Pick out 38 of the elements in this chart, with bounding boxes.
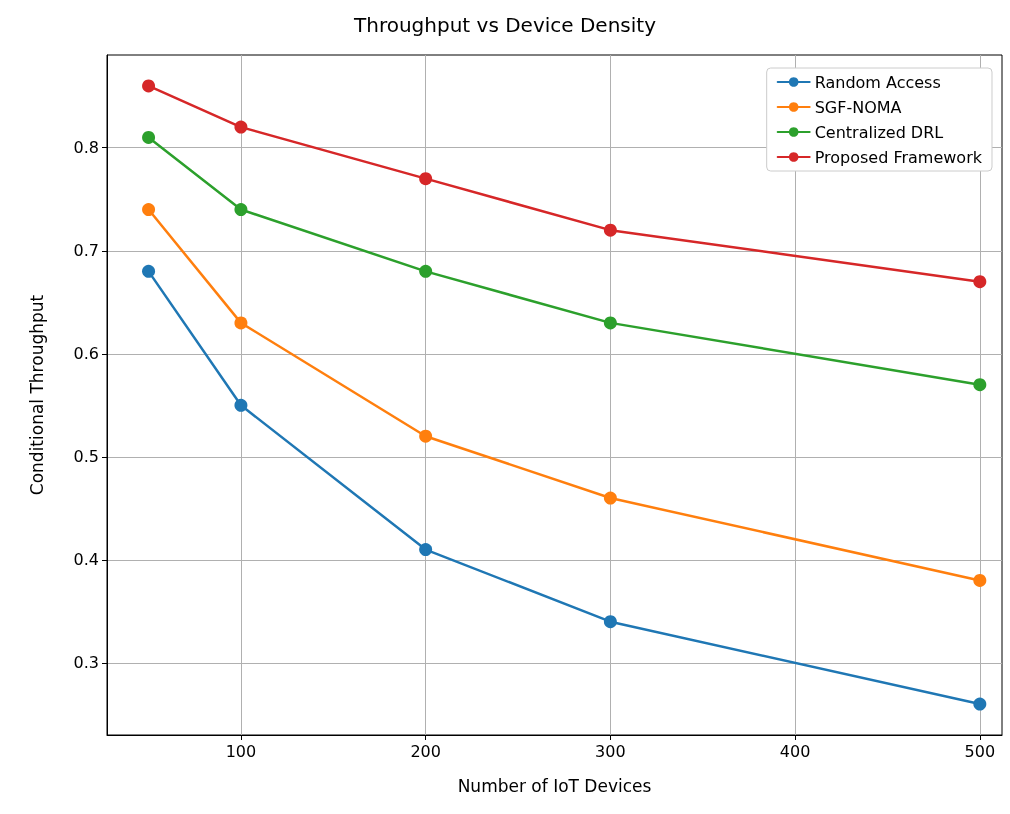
point	[603, 615, 617, 629]
point	[419, 543, 433, 557]
x-tick-label: 100	[225, 741, 257, 761]
point	[973, 573, 987, 587]
point	[419, 429, 433, 443]
y-tick-label: 0.4	[73, 550, 99, 570]
legend-label: Random Access	[814, 72, 941, 92]
point	[142, 203, 156, 217]
point	[234, 203, 248, 217]
chart-title: Throughput vs Device Density	[353, 13, 657, 37]
point	[973, 275, 987, 289]
point	[603, 491, 617, 505]
point	[973, 378, 987, 392]
point	[973, 697, 987, 711]
x-tick-label: 500	[964, 741, 996, 761]
y-tick-label: 0.7	[73, 241, 99, 261]
legend-label: Proposed Framework	[814, 147, 983, 167]
x-tick-label: 400	[779, 741, 811, 761]
point	[603, 316, 617, 330]
y-axis-title: Conditional Throughput	[26, 294, 47, 496]
y-tick-label: 0.5	[73, 447, 99, 467]
y-tick-label: 0.6	[73, 344, 99, 364]
x-tick-label: 300	[595, 741, 626, 761]
point	[234, 316, 248, 330]
point	[142, 79, 156, 93]
legend-label: SGF-NOMA	[814, 97, 902, 117]
x-tick-label: 200	[410, 741, 441, 761]
point	[603, 223, 617, 237]
point	[234, 398, 248, 412]
point	[419, 172, 433, 186]
point	[234, 120, 248, 134]
point	[419, 264, 433, 278]
y-tick-label: 0.3	[73, 653, 99, 673]
y-tick-label: 0.8	[73, 138, 99, 158]
point	[142, 264, 156, 278]
x-axis-title: Number of IoT Devices	[457, 775, 652, 796]
point	[142, 130, 156, 144]
legend-label: Centralized DRL	[814, 122, 944, 142]
